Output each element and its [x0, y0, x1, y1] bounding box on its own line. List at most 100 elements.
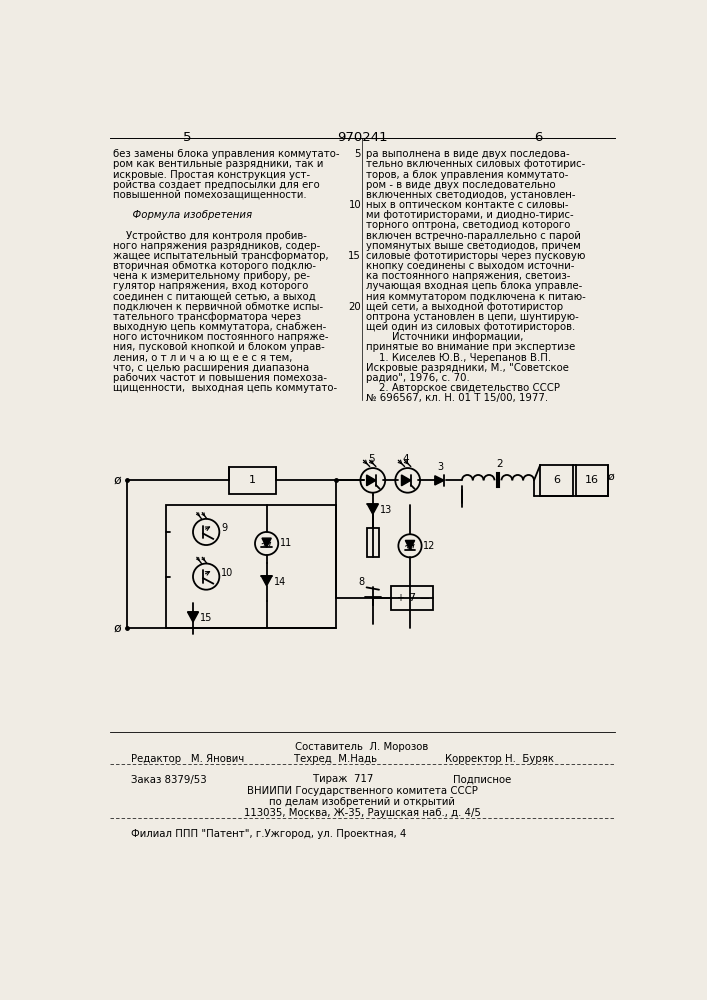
Polygon shape: [435, 476, 444, 485]
Text: упомянутых выше светодиодов, причем: упомянутых выше светодиодов, причем: [366, 241, 580, 251]
Text: Редактор   М. Янович: Редактор М. Янович: [131, 754, 244, 764]
Text: 1: 1: [249, 475, 256, 485]
Text: Филиал ППП "Патент", г.Ужгород, ул. Проектная, 4: Филиал ППП "Патент", г.Ужгород, ул. Прое…: [131, 829, 407, 839]
Text: вторичная обмотка которого подклю-: вторичная обмотка которого подклю-: [113, 261, 316, 271]
Text: оптрона установлен в цепи, шунтирую-: оптрона установлен в цепи, шунтирую-: [366, 312, 578, 322]
Text: включен встречно-параллельно с парой: включен встречно-параллельно с парой: [366, 231, 580, 241]
Bar: [230, 466, 276, 494]
Text: № 696567, кл. H. 01 T 15/00, 1977.: № 696567, кл. H. 01 T 15/00, 1977.: [366, 393, 548, 403]
Text: 2: 2: [496, 459, 503, 469]
Text: торов, а блок управления коммутато-: торов, а блок управления коммутато-: [366, 170, 568, 180]
Bar: [166, 505, 337, 628]
Text: 13: 13: [380, 505, 392, 515]
Text: ми фототиристорами, и диодно-тирис-: ми фототиристорами, и диодно-тирис-: [366, 210, 573, 220]
Text: тательного трансформатора через: тательного трансформатора через: [113, 312, 301, 322]
Bar: [391, 586, 433, 610]
Text: 11: 11: [280, 538, 292, 548]
Text: Устройство для контроля пробив-: Устройство для контроля пробив-: [113, 231, 307, 241]
Text: —: —: [419, 593, 429, 603]
Text: выходную цепь коммутатора, снабжен-: выходную цепь коммутатора, снабжен-: [113, 322, 327, 332]
Text: +: +: [396, 593, 404, 603]
Text: ВНИИПИ Государственного комитета СССР: ВНИИПИ Государственного комитета СССР: [247, 786, 477, 796]
Text: радио", 1976, с. 70.: радио", 1976, с. 70.: [366, 373, 469, 383]
Text: ром как вентильные разрядники, так и: ром как вентильные разрядники, так и: [113, 159, 324, 169]
Text: ø: ø: [607, 472, 614, 482]
Text: 20: 20: [349, 302, 361, 312]
Text: 4: 4: [403, 454, 409, 464]
Text: гулятор напряжения, вход которого: гулятор напряжения, вход которого: [113, 281, 308, 291]
Text: 6: 6: [534, 131, 542, 144]
Text: 8: 8: [358, 577, 364, 587]
Text: 3: 3: [437, 462, 443, 472]
Text: 16: 16: [585, 475, 599, 485]
Text: Источники информации,: Источники информации,: [366, 332, 523, 342]
Text: 15: 15: [349, 251, 361, 261]
Text: без замены блока управления коммутато-: без замены блока управления коммутато-: [113, 149, 339, 159]
Polygon shape: [402, 475, 411, 486]
Text: щей один из силовых фототиристоров.: щей один из силовых фототиристоров.: [366, 322, 575, 332]
Text: 6: 6: [553, 475, 560, 485]
Text: соединен с питающей сетью, а выход: соединен с питающей сетью, а выход: [113, 292, 316, 302]
Polygon shape: [367, 475, 376, 486]
Text: по делам изобретений и открытий: по делам изобретений и открытий: [269, 797, 455, 807]
Text: 5: 5: [368, 454, 375, 464]
Text: 15: 15: [200, 613, 212, 623]
Text: Формула изобретения: Формула изобретения: [113, 210, 252, 220]
Text: 5: 5: [355, 149, 361, 159]
Text: что, с целью расширения диапазона: что, с целью расширения диапазона: [113, 363, 310, 373]
Text: ния коммутатором подключена к питаю-: ния коммутатором подключена к питаю-: [366, 292, 585, 302]
Text: Заказ 8379/53: Заказ 8379/53: [131, 774, 206, 784]
Text: ных в оптическом контакте с силовы-: ных в оптическом контакте с силовы-: [366, 200, 568, 210]
Text: включенных светодиодов, установлен-: включенных светодиодов, установлен-: [366, 190, 575, 200]
Text: щей сети, а выходной фототиристор: щей сети, а выходной фототиристор: [366, 302, 563, 312]
Text: 1. Киселев Ю.В., Черепанов В.П.: 1. Киселев Ю.В., Черепанов В.П.: [366, 353, 551, 363]
Text: Техред  М.Надь: Техред М.Надь: [293, 754, 377, 764]
Text: лучающая входная цепь блока управле-: лучающая входная цепь блока управле-: [366, 281, 582, 291]
Text: ø: ø: [113, 622, 121, 635]
Bar: [575, 465, 609, 496]
Text: принятые во внимание при экспертизе: принятые во внимание при экспертизе: [366, 342, 575, 352]
Text: повышенной помехозащищенности.: повышенной помехозащищенности.: [113, 190, 307, 200]
Polygon shape: [261, 576, 272, 586]
Text: 970241: 970241: [337, 131, 387, 144]
Polygon shape: [262, 538, 271, 547]
Text: Составитель  Л. Морозов: Составитель Л. Морозов: [296, 742, 428, 752]
Text: 14: 14: [274, 577, 286, 587]
Text: ра выполнена в виде двух последова-: ра выполнена в виде двух последова-: [366, 149, 569, 159]
Text: щищенности,  выходная цепь коммутато-: щищенности, выходная цепь коммутато-: [113, 383, 337, 393]
Text: чена к измерительному прибору, ре-: чена к измерительному прибору, ре-: [113, 271, 310, 281]
Bar: [367, 528, 379, 557]
Text: 12: 12: [423, 541, 436, 551]
Text: Корректор Н.  Буряк: Корректор Н. Буряк: [445, 754, 554, 764]
Text: ром - в виде двух последовательно: ром - в виде двух последовательно: [366, 180, 556, 190]
Text: ка постоянного напряжения, светоиз-: ка постоянного напряжения, светоиз-: [366, 271, 571, 281]
Text: ного источником постоянного напряже-: ного источником постоянного напряже-: [113, 332, 329, 342]
Polygon shape: [368, 504, 378, 514]
Polygon shape: [405, 540, 414, 550]
Text: 5: 5: [182, 131, 191, 144]
Text: рабочих частот и повышения помехоза-: рабочих частот и повышения помехоза-: [113, 373, 327, 383]
Bar: [540, 465, 573, 496]
Text: ройства создает предпосылки для его: ройства создает предпосылки для его: [113, 180, 320, 190]
Text: 2. Авторское свидетельство СССР: 2. Авторское свидетельство СССР: [366, 383, 560, 393]
Text: искровые. Простая конструкция уст-: искровые. Простая конструкция уст-: [113, 170, 310, 180]
Text: тельно включенных силовых фототирис-: тельно включенных силовых фототирис-: [366, 159, 585, 169]
Text: ния, пусковой кнопкой и блоком управ-: ния, пусковой кнопкой и блоком управ-: [113, 342, 325, 352]
Text: жащее испытательный трансформатор,: жащее испытательный трансформатор,: [113, 251, 329, 261]
Text: ø: ø: [113, 474, 121, 487]
Text: силовые фототиристоры через пусковую: силовые фототиристоры через пусковую: [366, 251, 585, 261]
Text: ного напряжения разрядников, содер-: ного напряжения разрядников, содер-: [113, 241, 320, 251]
Text: 113035, Москва, Ж-35, Раушская наб., д. 4/5: 113035, Москва, Ж-35, Раушская наб., д. …: [243, 808, 480, 818]
Text: ления, о т л и ч а ю щ е е с я тем,: ления, о т л и ч а ю щ е е с я тем,: [113, 353, 293, 363]
Text: кнопку соединены с выходом источни-: кнопку соединены с выходом источни-: [366, 261, 574, 271]
Text: Тираж  717: Тираж 717: [313, 774, 373, 784]
Text: Подписное: Подписное: [452, 774, 511, 784]
Text: 7: 7: [409, 593, 416, 603]
Text: Искровые разрядники, М., "Советское: Искровые разрядники, М., "Советское: [366, 363, 568, 373]
Text: 10: 10: [349, 200, 361, 210]
Text: торного оптрона, светодиод которого: торного оптрона, светодиод которого: [366, 220, 571, 230]
Text: 10: 10: [221, 568, 233, 578]
Text: 9: 9: [221, 523, 227, 533]
Polygon shape: [187, 612, 199, 622]
Text: подключен к первичной обмотке испы-: подключен к первичной обмотке испы-: [113, 302, 323, 312]
